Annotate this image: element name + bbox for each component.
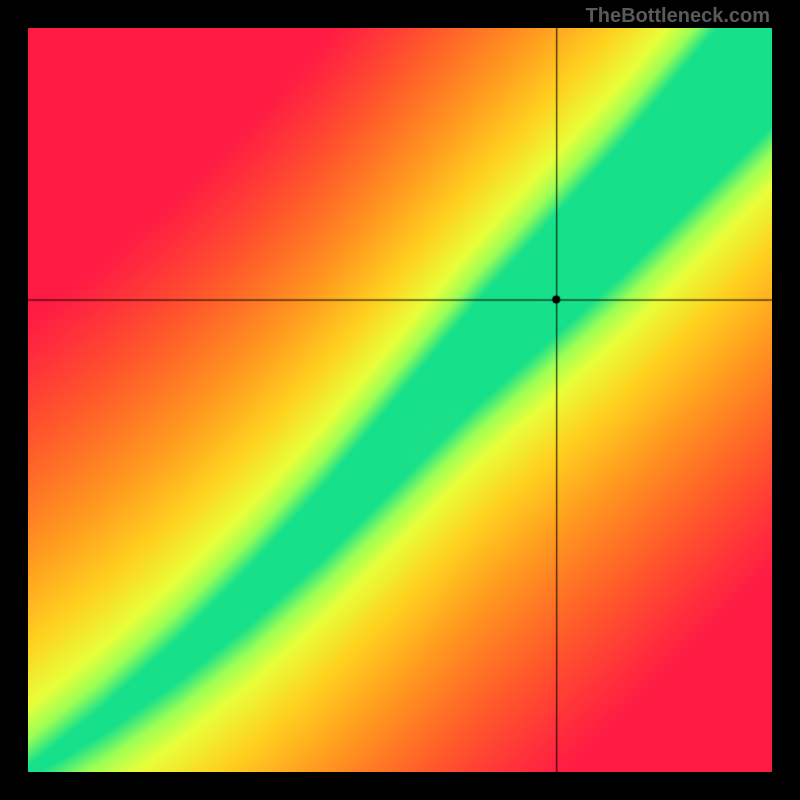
heatmap-canvas xyxy=(28,28,772,772)
heatmap-plot xyxy=(28,28,772,772)
watermark-label: TheBottleneck.com xyxy=(586,5,770,27)
watermark-text: TheBottleneck.com xyxy=(586,5,770,28)
